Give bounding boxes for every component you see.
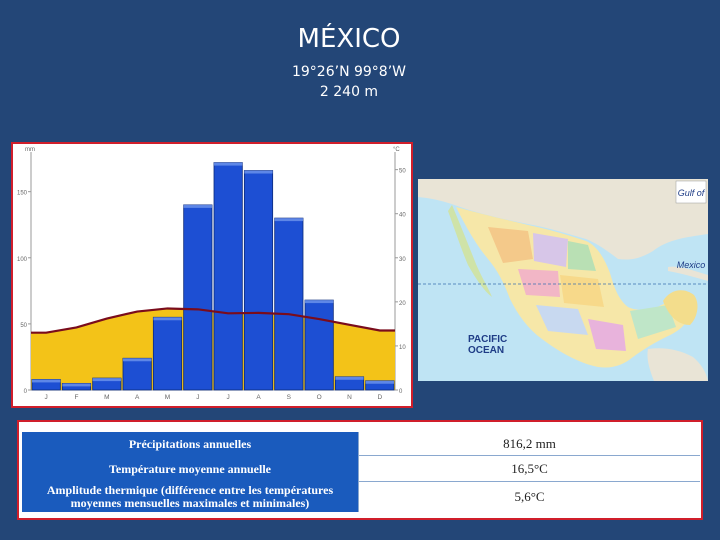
climate-chart-svg: 0 50 100 150 0 10 20 30 40 50 mm °C J F M A M J J A S O N D [17,147,406,401]
cuba [668,266,708,281]
state-patch-7 [588,319,626,351]
table-row-label: Température moyenne annuelle [22,456,358,482]
gulf-label-2: Mexico [677,260,706,270]
table-row-label: Précipitations annuelles [22,432,358,456]
precip-bar-highlight [153,317,182,321]
temperature-line [31,307,395,334]
precip-bar-highlight [92,378,121,382]
state-patch-4 [518,269,560,297]
central-america [647,348,708,381]
table-row: Température moyenne annuelle 16,5°C [22,456,700,482]
precip-bar [274,217,304,391]
table-row: Précipitations annuelles 816,2 mm [22,432,700,456]
baja-california [448,205,492,297]
y-right-tick-label: 20 [399,301,406,307]
map-svg: Gulf of Mexico [418,179,708,381]
month-label: J [45,394,48,401]
mexico-map: Gulf of Mexico PACIFIC OCEAN [418,179,708,381]
y-right-tick-label: 30 [399,257,406,263]
altitude: 2 240 m [319,84,379,100]
state-patch-1 [488,227,533,263]
temp-unit-label: °C [393,147,400,153]
precip-bar [122,357,152,391]
state-patch-3 [568,241,596,271]
table-row-label: Amplitude thermique (différence entre le… [22,482,358,512]
precip-bar [304,299,334,391]
state-patch-6 [536,305,588,335]
ocean-label-line-2: OCEAN [468,345,505,356]
precip-bar-highlight [183,204,212,208]
month-label: D [377,394,382,401]
state-patch-8 [630,305,676,339]
climate-table: Précipitations annuelles 816,2 mm Tempér… [17,420,703,520]
state-patch-2 [533,233,568,267]
month-label: A [256,394,261,401]
precip-bar-highlight [274,218,303,222]
table-row-value: 816,2 mm [358,432,700,456]
y-right-tick-label: 50 [399,169,406,175]
month-label: M [165,394,170,401]
table-row-value: 5,6°C [358,482,700,512]
precip-bar-highlight [32,379,61,383]
precip-bar-highlight [305,300,334,304]
climate-chart: 0 50 100 150 0 10 20 30 40 50 mm °C J F M A M J J A S O N D [11,142,413,408]
precip-bar-highlight [214,162,243,166]
month-label: J [227,394,230,401]
temperature-area [31,308,395,390]
state-patch-5 [560,275,604,307]
precip-bar-highlight [62,383,91,387]
precip-bar [213,162,243,391]
precip-bar-highlight [335,376,364,380]
y-left-tick-label: 50 [20,323,27,329]
precip-bar [183,204,213,391]
yucatan [663,290,698,325]
precip-unit-label: mm [25,147,35,153]
month-label: S [287,394,292,401]
coordinates: 19°26’N 99°8’W [291,64,407,80]
page-title: MÉXICO [297,24,401,54]
ocean-label: PACIFIC OCEAN [468,334,507,356]
precip-bar-highlight [123,358,152,362]
y-right-tick-label: 40 [399,213,406,219]
y-left-tick-label: 100 [17,257,28,263]
gulf-label-1: Gulf of [678,188,706,198]
precip-bar-highlight [244,170,273,174]
month-label: N [347,394,352,401]
precip-bar [243,170,274,391]
table-row-value: 16,5°C [358,456,700,482]
precip-bar-highlight [365,380,394,384]
month-label: M [104,394,109,401]
y-right-tick-label: 10 [399,345,406,351]
month-label: O [317,394,322,401]
ocean-label-line-1: PACIFIC [468,334,508,345]
y-left-tick-label: 0 [24,389,28,395]
precip-bar [152,316,183,391]
month-label: A [135,394,140,401]
month-label: F [75,394,79,401]
y-right-tick-label: 0 [399,389,403,395]
usa-landmass [418,179,708,260]
y-left-tick-label: 150 [17,191,28,197]
month-label: J [196,394,199,401]
table-row: Amplitude thermique (différence entre le… [22,482,700,512]
